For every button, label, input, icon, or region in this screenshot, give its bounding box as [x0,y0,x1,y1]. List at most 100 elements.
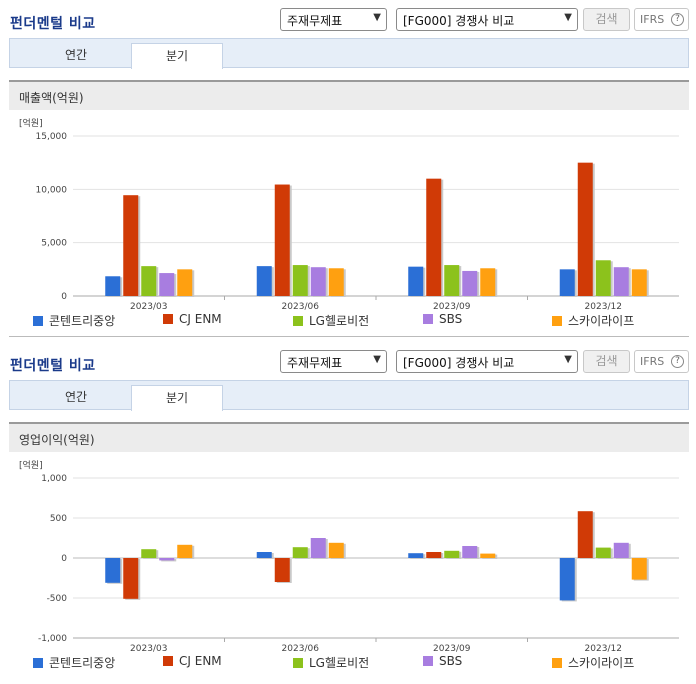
x-tick-label: 2023/06 [282,302,320,310]
bar [462,546,478,558]
bar [631,558,647,580]
bar [462,270,478,296]
legend-swatch [423,656,433,666]
ifrs-label: IFRS [640,13,665,26]
help-icon[interactable]: ? [671,355,684,368]
legend-label: SBS [439,654,463,668]
search-button[interactable]: 검색 [583,8,630,31]
legend-label: SBS [439,312,463,326]
section-title: 펀더멘털 비교 [10,358,96,374]
legend-item[interactable]: 콘텐트리중앙 [33,312,115,329]
metric-label: 매출액(억원) [19,91,84,105]
x-tick-label: 2023/09 [433,644,471,652]
chevron-down-icon: ▼ [373,354,381,365]
statement-type-value: 주재무제표 [287,356,343,370]
bar [292,547,308,558]
y-tick-label: 15,000 [36,132,68,142]
bar [559,269,575,296]
ifrs-button[interactable]: IFRS? [634,8,689,31]
bar [444,265,460,296]
revenue-chart: [억원] 0 5,000 10,000 15,000 2023/03 2023/06 2023… [19,117,679,310]
search-button[interactable]: 검색 [583,350,630,373]
bar [159,273,175,296]
x-tick-label: 2023/03 [130,302,167,310]
operating-profit-section: 펀더멘털 비교 주재무제표 ▼ [FG000] 경쟁사 비교 ▼ 검색 IFRS? … [0,342,696,684]
legend-swatch [163,314,173,324]
bar [328,542,344,558]
help-icon[interactable]: ? [671,13,684,26]
bar [292,265,308,296]
chart-legend: 콘텐트리중앙 CJ ENM LG헬로비전 SBS 스카이라이프 [0,654,696,674]
bar [328,268,344,296]
statement-type-select[interactable]: 주재무제표 ▼ [280,350,387,373]
bar [177,544,193,558]
bar [274,184,290,296]
bar [408,266,424,296]
legend-swatch [293,316,303,326]
metric-header: 매출액(억원) [9,80,689,110]
legend-item[interactable]: 콘텐트리중앙 [33,654,115,671]
legend-label: CJ ENM [179,654,222,668]
bar [274,558,290,582]
statement-type-select[interactable]: 주재무제표 ▼ [280,8,387,31]
period-tabs: 연간 분기 [9,38,689,69]
peer-group-value: [FG000] 경쟁사 비교 [403,356,515,370]
period-tabs: 연간 분기 [9,380,689,411]
bar [613,542,629,558]
legend-swatch [33,316,43,326]
tab-quarter[interactable]: 분기 [131,43,223,69]
y-tick-label: 10,000 [36,185,68,195]
metric-label: 영업이익(억원) [19,433,95,447]
y-tick-label: -500 [47,594,68,604]
legend-label: 콘텐트리중앙 [49,314,116,328]
tab-annual[interactable]: 연간 [64,48,88,62]
y-tick-label: 0 [61,554,67,564]
chevron-down-icon: ▼ [564,12,572,23]
bar [577,162,593,296]
peer-group-select[interactable]: [FG000] 경쟁사 비교 ▼ [396,8,578,31]
bar [105,558,121,583]
bar [310,538,326,558]
bar [123,195,139,296]
bar [105,276,121,296]
chevron-down-icon: ▼ [564,354,572,365]
legend-swatch [293,658,303,668]
legend-label: CJ ENM [179,312,222,326]
tab-quarter[interactable]: 분기 [131,385,223,411]
legend-item[interactable]: CJ ENM [163,654,222,668]
tab-annual[interactable]: 연간 [64,390,88,404]
legend-item[interactable]: CJ ENM [163,312,222,326]
peer-group-select[interactable]: [FG000] 경쟁사 비교 ▼ [396,350,578,373]
x-tick-label: 2023/03 [130,644,167,652]
x-tick-label: 2023/06 [282,644,320,652]
ifrs-button[interactable]: IFRS? [634,350,689,373]
bar [444,550,460,558]
bar [480,553,496,558]
x-tick-label: 2023/09 [433,302,471,310]
y-tick-label: 5,000 [41,239,67,249]
bar [141,549,157,558]
bar [480,268,496,296]
section-divider [9,336,689,337]
bar [613,267,629,296]
bar [559,558,575,601]
x-tick-label: 2023/12 [585,302,622,310]
bar [159,558,175,561]
bar [595,547,611,558]
legend-label: 스카이라이프 [568,656,635,670]
legend-item[interactable]: LG헬로비전 [293,654,369,671]
bar [256,266,272,296]
legend-item[interactable]: 스카이라이프 [552,654,634,671]
bar [177,269,193,296]
legend-item[interactable]: 스카이라이프 [552,312,634,329]
legend-swatch [33,658,43,668]
legend-label: LG헬로비전 [309,314,370,328]
y-tick-label: 500 [50,514,67,524]
legend-item[interactable]: LG헬로비전 [293,312,369,329]
legend-item[interactable]: SBS [423,654,462,668]
legend-swatch [163,656,173,666]
y-tick-label: 1,000 [41,474,67,484]
chart-legend: 콘텐트리중앙 CJ ENM LG헬로비전 SBS 스카이라이프 [0,312,696,332]
bar [408,553,424,558]
legend-item[interactable]: SBS [423,312,462,326]
